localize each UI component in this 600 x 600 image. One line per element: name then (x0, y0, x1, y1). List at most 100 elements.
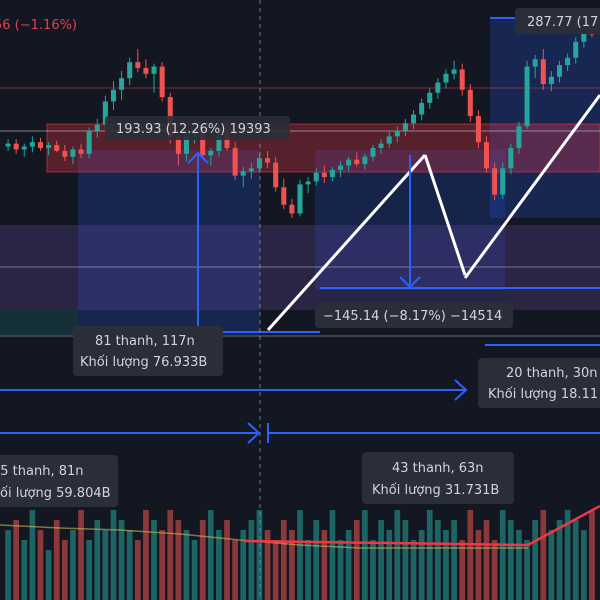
candle-body (508, 148, 514, 169)
candle-body (435, 82, 441, 93)
candle-body (411, 114, 417, 124)
volume-bar (580, 530, 587, 600)
candle-body (37, 142, 44, 148)
volume-bar (224, 520, 230, 600)
range-label-2-line2: Khối lượng 18.11 (488, 387, 598, 402)
volume-bar (386, 530, 393, 600)
volume-bar (13, 520, 20, 600)
volume-red-line (243, 504, 600, 547)
candle-body (573, 41, 579, 58)
range-label-3-line2: ối lượng 59.804B (0, 486, 111, 501)
candle-body (394, 130, 400, 137)
candle-body (62, 150, 68, 157)
volume-bar (264, 530, 271, 600)
candle-body (321, 172, 327, 178)
trendline-up-1 (266, 153, 427, 332)
volume-bar (53, 520, 60, 600)
candle-body (281, 187, 287, 205)
range-label-2-line1: 20 thanh, 30n (506, 366, 598, 381)
volume-bar (572, 520, 579, 600)
candle-body (240, 171, 246, 176)
volume-bar (508, 520, 514, 600)
candle-body (402, 123, 408, 131)
measure-label-3-box (515, 8, 600, 34)
volume-bar (216, 530, 222, 600)
candle-body (540, 59, 546, 84)
volume-bar (305, 540, 311, 600)
volume-bar (410, 540, 417, 600)
volume-bar (256, 510, 263, 600)
candle-body (183, 136, 189, 154)
candle-body (370, 148, 376, 157)
measure-arrow-down-head (399, 276, 421, 289)
candle-body (143, 68, 149, 74)
range-label-3-line1: 55 thanh, 81n (0, 464, 84, 479)
volume-bar (475, 530, 482, 600)
candle-body (78, 149, 84, 154)
volume-bar (564, 510, 571, 600)
candle-body (443, 73, 449, 83)
measure-label-1: 193.93 (12.26%) 19393 (116, 122, 271, 137)
volume-bar (45, 550, 52, 600)
candle-body (378, 143, 384, 148)
range-arrow-2-head (247, 422, 261, 444)
volume-bar (61, 540, 68, 600)
volume-bar (329, 510, 336, 600)
candle-body (297, 184, 303, 214)
volume-bar (110, 510, 117, 600)
range-label-4-line2: Khối lượng 31.731B (372, 483, 499, 498)
volume-bar (313, 520, 320, 600)
volume-bar (78, 510, 84, 600)
volume-bar (191, 540, 198, 600)
candle-body (581, 28, 587, 42)
candle-body (516, 126, 522, 148)
volume-bar (102, 530, 109, 600)
volume-bar (232, 540, 238, 600)
volume-bar (370, 540, 376, 600)
candle-body (273, 162, 279, 188)
volume-bar (297, 510, 303, 600)
range-label-1-line2: Khối lượng 76.933B (80, 355, 207, 370)
volume-bar (491, 540, 498, 600)
volume-bar (37, 530, 44, 600)
trendline-down (423, 154, 467, 276)
measure-label-3: 287.77 (17 (527, 15, 598, 30)
measure-label-1-box (105, 116, 290, 140)
range-label-2-box (478, 358, 600, 408)
volume-bar (394, 510, 401, 600)
volume-bar (378, 520, 384, 600)
range-label-1-box (73, 326, 223, 376)
candle-body (484, 142, 490, 169)
candle-body (524, 66, 530, 127)
volume-bar (280, 520, 287, 600)
volume-bar (159, 530, 165, 600)
candle-body (492, 168, 498, 195)
green-band-left (0, 310, 78, 335)
volume-bar (418, 530, 425, 600)
candle-body (94, 124, 100, 131)
range-label-1-line1: 81 thanh, 117n (95, 334, 195, 349)
range-label-3-box (0, 455, 118, 507)
candle-body (354, 159, 360, 164)
header-change: 56 (−1.16%) (0, 18, 77, 33)
volume-bar (94, 520, 101, 600)
volume-bar (21, 540, 28, 600)
candle-body (362, 156, 368, 164)
volume-bar (126, 530, 133, 600)
volume-bar (556, 520, 563, 600)
candle-body (248, 168, 254, 172)
volume-bar (29, 510, 36, 600)
volume-bar (345, 530, 352, 600)
candle-body (419, 102, 425, 115)
volume-bar (118, 520, 125, 600)
candle-body (305, 181, 311, 185)
candle-body (70, 149, 76, 157)
volume-bar (499, 510, 506, 600)
volume-bar (548, 530, 555, 600)
candle-body (46, 145, 52, 148)
volume-bar (240, 530, 247, 600)
volume-bar (321, 530, 328, 600)
candle-body (151, 66, 157, 74)
candles (5, 17, 595, 218)
